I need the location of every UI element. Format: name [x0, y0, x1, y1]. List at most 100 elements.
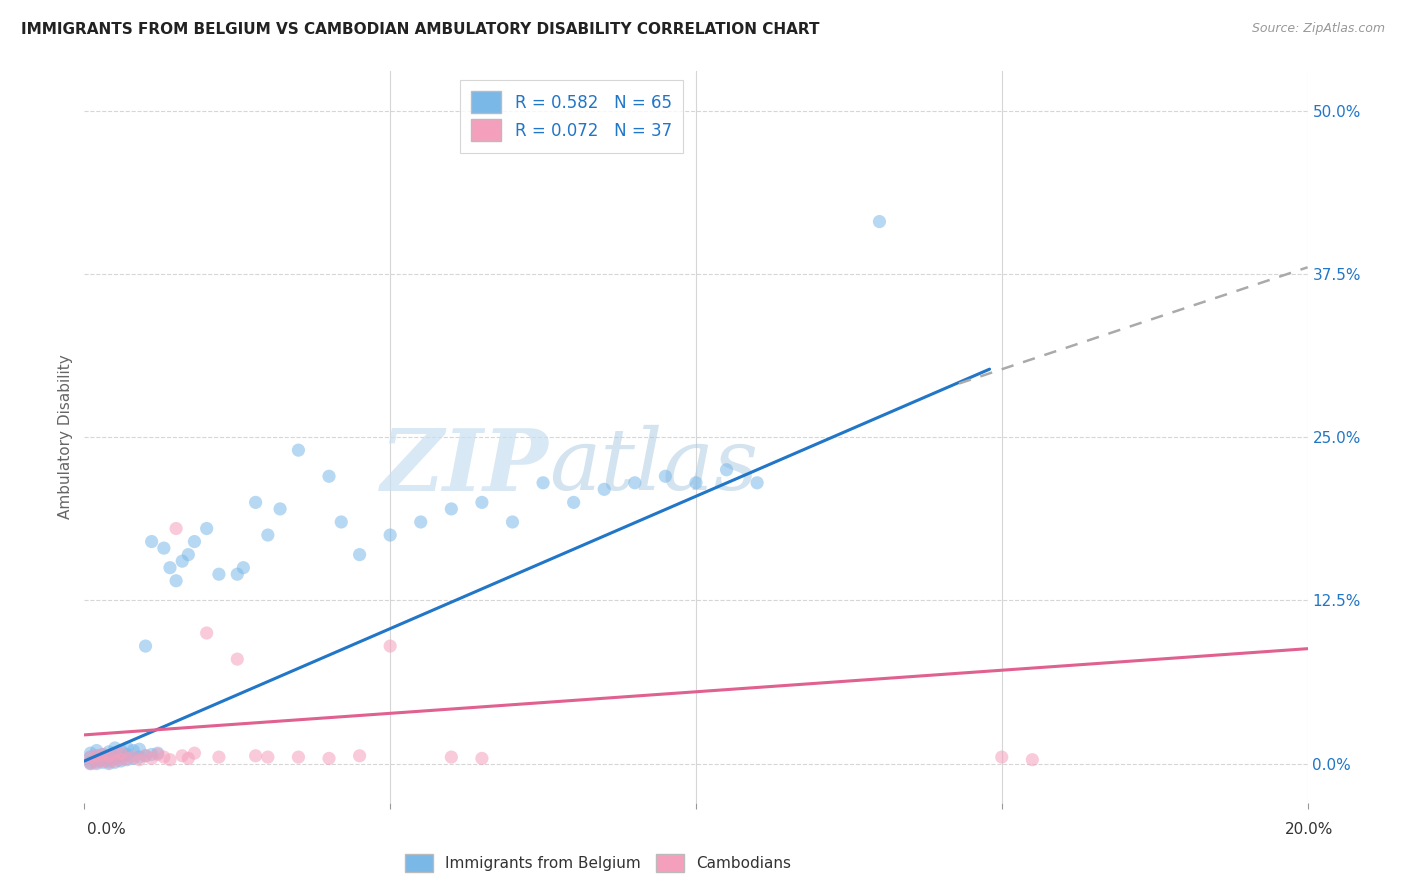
Point	[141, 747, 163, 762]
Point	[86, 754, 108, 768]
Text: 0.0%: 0.0%	[87, 822, 127, 837]
Point	[245, 748, 267, 763]
Point	[208, 567, 231, 582]
Point	[79, 750, 101, 764]
Point	[86, 756, 108, 770]
Point	[79, 756, 101, 771]
Point	[135, 748, 157, 763]
Point	[97, 750, 120, 764]
Point	[471, 495, 494, 509]
Point	[471, 751, 494, 765]
Point	[172, 748, 194, 763]
Point	[257, 528, 280, 542]
Legend: Immigrants from Belgium, Cambodians: Immigrants from Belgium, Cambodians	[398, 847, 799, 880]
Point	[226, 652, 249, 666]
Point	[195, 521, 218, 535]
Point	[593, 483, 616, 497]
Point	[685, 475, 707, 490]
Point	[330, 515, 353, 529]
Point	[122, 751, 145, 765]
Point	[183, 534, 205, 549]
Point	[172, 554, 194, 568]
Point	[122, 743, 145, 757]
Point	[97, 756, 120, 770]
Point	[440, 750, 463, 764]
Point	[104, 746, 127, 760]
Point	[624, 475, 647, 490]
Text: 20.0%: 20.0%	[1285, 822, 1333, 837]
Point	[747, 475, 769, 490]
Point	[128, 750, 150, 764]
Point	[349, 748, 371, 763]
Point	[146, 747, 169, 762]
Point	[86, 756, 108, 771]
Point	[159, 753, 181, 767]
Point	[104, 746, 127, 760]
Point	[177, 548, 200, 562]
Point	[716, 463, 738, 477]
Point	[409, 515, 432, 529]
Point	[110, 753, 132, 767]
Point	[208, 750, 231, 764]
Point	[318, 469, 340, 483]
Point	[91, 747, 114, 762]
Point	[991, 750, 1014, 764]
Point	[97, 756, 120, 771]
Point	[115, 751, 138, 765]
Text: Source: ZipAtlas.com: Source: ZipAtlas.com	[1251, 22, 1385, 36]
Point	[115, 753, 138, 767]
Point	[226, 567, 249, 582]
Point	[91, 747, 114, 762]
Point	[79, 746, 101, 760]
Point	[380, 639, 402, 653]
Point	[380, 528, 402, 542]
Point	[135, 748, 157, 763]
Point	[153, 541, 176, 555]
Point	[195, 626, 218, 640]
Point	[159, 560, 181, 574]
Point	[141, 751, 163, 765]
Point	[128, 742, 150, 756]
Point	[165, 521, 187, 535]
Point	[91, 753, 114, 767]
Point	[257, 750, 280, 764]
Y-axis label: Ambulatory Disability: Ambulatory Disability	[58, 355, 73, 519]
Point	[269, 502, 291, 516]
Point	[287, 443, 309, 458]
Point	[104, 756, 127, 770]
Point	[287, 750, 309, 764]
Point	[115, 747, 138, 762]
Point	[86, 743, 108, 757]
Point	[79, 756, 101, 770]
Point	[562, 495, 585, 509]
Point	[110, 743, 132, 757]
Point	[110, 746, 132, 760]
Point	[135, 639, 157, 653]
Point	[115, 740, 138, 755]
Point	[79, 750, 101, 764]
Point	[318, 751, 340, 765]
Point	[110, 754, 132, 768]
Point	[165, 574, 187, 588]
Point	[86, 748, 108, 763]
Point	[91, 754, 114, 768]
Point	[153, 750, 176, 764]
Point	[79, 756, 101, 771]
Point	[122, 750, 145, 764]
Point	[502, 515, 524, 529]
Point	[128, 753, 150, 767]
Point	[177, 751, 200, 765]
Point	[110, 750, 132, 764]
Point	[440, 502, 463, 516]
Point	[104, 751, 127, 765]
Point	[104, 740, 127, 755]
Point	[104, 754, 127, 768]
Point	[97, 745, 120, 759]
Point	[141, 534, 163, 549]
Point	[232, 560, 254, 574]
Point	[183, 746, 205, 760]
Point	[654, 469, 676, 483]
Point	[91, 756, 114, 770]
Point	[97, 748, 120, 763]
Text: IMMIGRANTS FROM BELGIUM VS CAMBODIAN AMBULATORY DISABILITY CORRELATION CHART: IMMIGRANTS FROM BELGIUM VS CAMBODIAN AMB…	[21, 22, 820, 37]
